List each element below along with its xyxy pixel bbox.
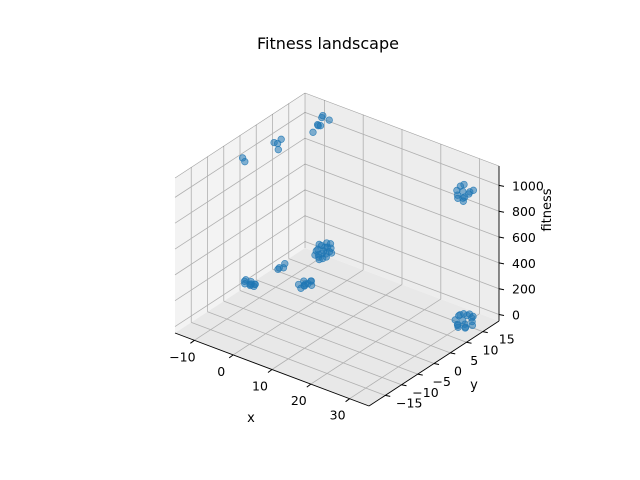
y-tick-label: 5 xyxy=(470,353,478,368)
y-tick-mark xyxy=(450,352,456,355)
x-tick-label: 20 xyxy=(291,393,307,408)
x-tick-mark xyxy=(306,383,312,388)
y-axis-label: y xyxy=(470,378,478,393)
data-point xyxy=(459,197,467,205)
z-tick-mark xyxy=(498,210,505,213)
data-point xyxy=(270,138,278,147)
x-tick-label: 10 xyxy=(252,379,268,394)
chart-title: Fitness landscape xyxy=(257,34,399,53)
y-grid-floor xyxy=(288,258,483,332)
x-axis-label: x xyxy=(247,411,255,426)
z-axis-label: fitness xyxy=(540,188,555,231)
z-tick-label: 400 xyxy=(512,256,536,271)
data-point xyxy=(297,284,305,292)
z-tick-mark xyxy=(498,314,505,317)
z-grid-back xyxy=(304,163,500,238)
y-tick-label: −5 xyxy=(433,374,451,389)
pane-edge xyxy=(304,92,500,167)
data-point xyxy=(325,116,333,124)
z-grid-back xyxy=(304,241,500,315)
z-grid-left xyxy=(174,215,306,302)
y-tick-mark xyxy=(433,363,440,365)
y-grid-floor xyxy=(256,279,451,354)
z-tick-label: 600 xyxy=(512,230,536,245)
z-tick-label: 800 xyxy=(512,204,536,219)
data-point xyxy=(241,158,249,166)
z-tick-label: 0 xyxy=(512,308,520,323)
data-point xyxy=(241,280,249,288)
z-grid-back xyxy=(304,215,500,290)
data-point xyxy=(461,323,470,331)
x-tick-label: −10 xyxy=(169,349,195,364)
z-grid-back xyxy=(304,189,500,264)
x-tick-mark xyxy=(345,398,350,403)
z-grid-left xyxy=(174,241,306,327)
z-grid-left xyxy=(174,137,306,224)
z-tick-mark xyxy=(498,184,505,187)
z-grid-left xyxy=(174,163,306,250)
z-tick-mark xyxy=(498,288,505,291)
x-tick-label: 0 xyxy=(217,364,225,379)
data-point xyxy=(316,122,325,130)
z-tick-mark xyxy=(498,262,505,265)
y-tick-mark xyxy=(385,394,391,397)
z-grid-back xyxy=(304,112,500,186)
data-point xyxy=(315,255,323,264)
x-tick-label: 30 xyxy=(330,408,346,423)
y-tick-mark xyxy=(417,373,423,376)
data-point xyxy=(309,128,317,136)
tick-labels: −100102030−15−10−50510150200400600800100… xyxy=(169,178,544,422)
y-tick-mark xyxy=(401,384,407,387)
z-tick-label: 200 xyxy=(512,282,536,297)
data-point xyxy=(454,323,462,331)
y-tick-label: 0 xyxy=(454,364,462,379)
z-grid-left xyxy=(174,112,306,198)
z-tick-label: 1000 xyxy=(512,178,544,193)
y-tick-label: 15 xyxy=(499,332,515,347)
y-tick-label: −10 xyxy=(412,385,438,400)
z-tick-mark xyxy=(498,236,505,239)
data-point xyxy=(465,190,473,198)
data-point xyxy=(468,321,477,330)
x-tick-mark xyxy=(190,339,195,344)
y-tick-label: −15 xyxy=(396,395,422,410)
pane-edge xyxy=(174,92,306,179)
y-tick-label: 10 xyxy=(483,342,499,357)
x-tick-mark xyxy=(267,369,273,373)
data-point xyxy=(318,113,326,122)
y-tick-mark xyxy=(482,331,488,334)
z-grid-left xyxy=(174,189,306,276)
data-points xyxy=(238,111,478,332)
y-tick-mark xyxy=(466,341,472,344)
data-point xyxy=(274,265,282,273)
data-point xyxy=(274,146,282,154)
y-grid-floor xyxy=(191,322,386,396)
x-tick-mark xyxy=(228,354,234,359)
y-grid-floor xyxy=(239,290,435,364)
data-point xyxy=(454,194,462,202)
y-grid-floor xyxy=(207,311,402,386)
y-grid-floor xyxy=(223,300,418,375)
